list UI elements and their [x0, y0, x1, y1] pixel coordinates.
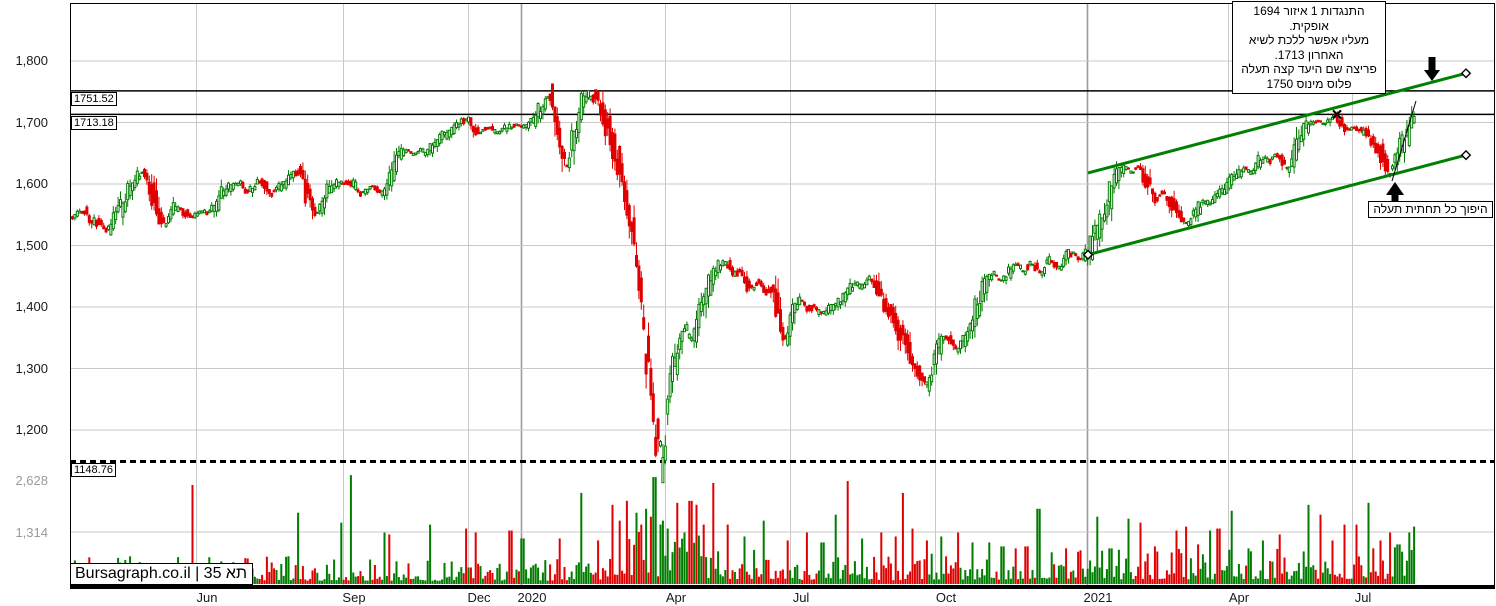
annotation-line: פריצה שם היעד קצה תעלה	[1241, 62, 1377, 76]
grid-lines	[70, 3, 1494, 585]
watermark-source-label: Bursagraph.co.il | 35 תא	[70, 563, 254, 585]
reference-lines	[70, 90, 1494, 464]
x-axis-label: Jun	[196, 590, 218, 605]
y-axis-price-label: 1,400	[15, 299, 48, 314]
y-axis-price-label: 1,300	[15, 360, 48, 376]
y-axis-price-label: 1,600	[15, 176, 48, 191]
x-axis-label: 2021	[1083, 590, 1113, 605]
x-axis-label: Apr	[1228, 590, 1250, 605]
volume-bars	[71, 475, 1416, 584]
annotation-line: האחרון 1713.	[1274, 47, 1344, 62]
y-axis-volume-label: 1,314	[15, 524, 48, 540]
x-axis-label: Sep	[342, 590, 366, 605]
annotation-line: מעליו אפשר ללכת לשיא	[1248, 33, 1370, 47]
x-axis-label: Apr	[665, 590, 687, 605]
y-axis-price-label: 1,500	[15, 237, 48, 253]
x-axis-label: Dec	[467, 590, 491, 605]
price-level-label: 1148.76	[71, 463, 116, 477]
x-axis-label: 2020	[517, 590, 547, 605]
annotation-markers	[1332, 57, 1440, 203]
annotation-line: התנגדות 1 איזור 1694	[1253, 4, 1365, 18]
price-level-label: 1751.52	[71, 92, 117, 107]
plot-border	[70, 3, 1495, 589]
annotation-line: אופקית.	[1289, 18, 1329, 33]
x-axis-label: Jul	[792, 590, 810, 605]
y-axis-price-label: 1,800	[15, 53, 48, 68]
y-axis-price-label: 1,700	[15, 114, 48, 130]
price-level-label: 1713.18	[71, 115, 117, 130]
candlesticks	[71, 83, 1416, 484]
channel-bottom-annotation-box: היפוך כל תחתית תעלה	[1368, 201, 1493, 218]
y-axis-volume-label: 2,628	[15, 472, 48, 488]
x-axis-label: Oct	[935, 590, 957, 605]
y-axis-price-label: 1,200	[15, 422, 48, 437]
resistance-annotation-box: התנגדות 1 איזור 1694 אופקית. מעליו אפשר …	[1232, 1, 1386, 94]
trend-channel	[1082, 68, 1472, 260]
annotation-line: פלוס מינוס 1750	[1266, 76, 1352, 91]
x-axis-label: Jul	[1354, 590, 1372, 605]
